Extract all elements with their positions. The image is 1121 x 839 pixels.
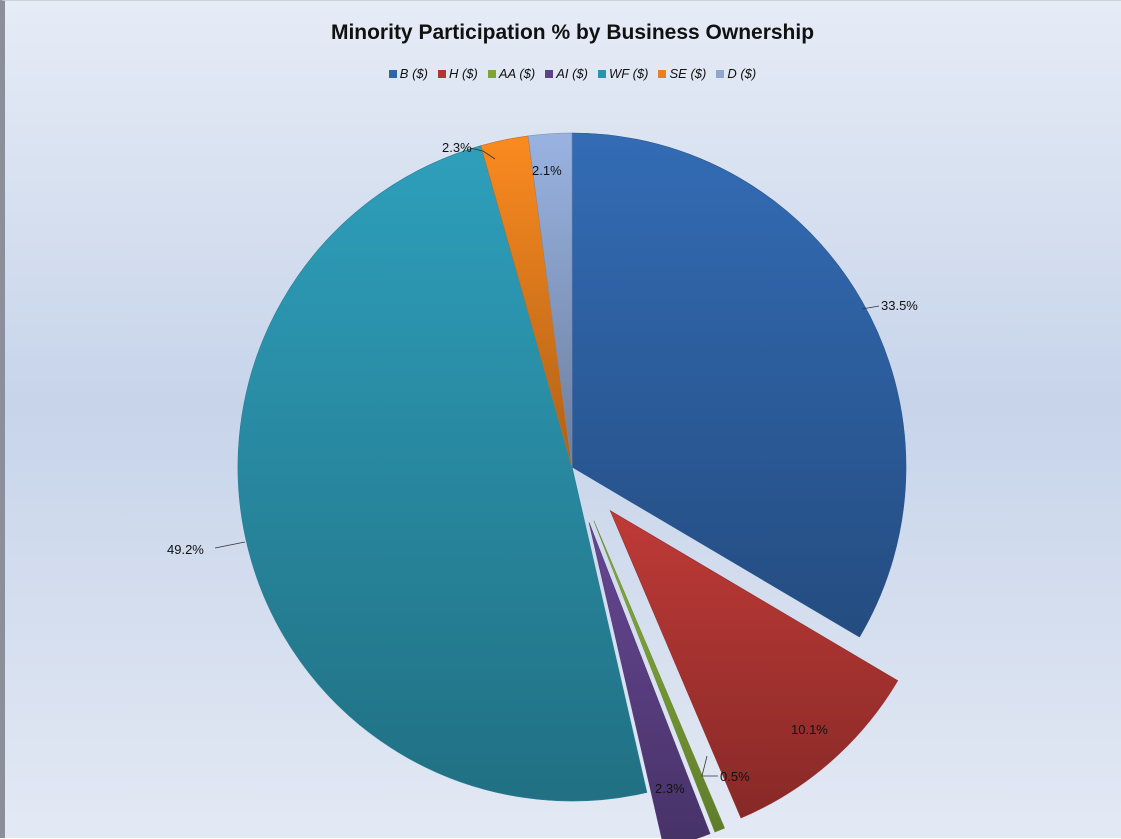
data-label: 2.3% [442, 140, 472, 155]
pie-slice [527, 132, 573, 468]
legend-item: H ($) [437, 66, 478, 81]
legend-swatch [658, 70, 667, 78]
legend-item: B ($) [388, 66, 428, 81]
legend-item: AI ($) [545, 66, 588, 81]
legend-swatch [388, 70, 397, 78]
pie-slice [237, 145, 648, 802]
legend-swatch [545, 70, 554, 78]
data-label: 2.1% [532, 163, 562, 178]
legend-label: WF ($) [609, 66, 649, 81]
legend-label: B ($) [399, 66, 428, 81]
data-label: 10.1% [791, 722, 828, 737]
legend-swatch [487, 70, 496, 78]
leader-line [469, 147, 496, 160]
leader-line [861, 305, 880, 310]
legend-swatch [437, 70, 446, 78]
legend-swatch [598, 70, 606, 78]
data-label: 2.3% [655, 781, 685, 796]
legend-label: H ($) [448, 66, 478, 81]
legend-label: D ($) [727, 66, 757, 81]
legend: B ($) H ($) AA ($) AI ($) WF ($) SE ($) D ($) [5, 66, 1121, 81]
pie-slice [571, 132, 907, 638]
legend-item: D ($) [716, 66, 756, 81]
data-label: 0.5% [720, 769, 750, 784]
leader-line [214, 541, 246, 549]
leader-line [701, 755, 718, 777]
legend-label: AA ($) [498, 66, 536, 81]
legend-swatch [716, 70, 725, 78]
pie-slice [609, 509, 899, 819]
legend-label: AI ($) [556, 66, 588, 81]
legend-item: AA ($) [487, 66, 536, 81]
chart-title: Minority Participation % by Business Own… [330, 21, 815, 44]
pie-slice [593, 520, 725, 833]
data-label: 49.2% [167, 542, 204, 557]
pie-chart: 33.5% 10.1% 0.5% 2.3% 49.2% 2.3% 2.1% [167, 132, 918, 839]
pie-slice [588, 522, 711, 839]
legend-item: SE ($) [658, 66, 706, 81]
data-label: 33.5% [881, 298, 918, 313]
legend-label: SE ($) [669, 66, 707, 81]
legend-item: WF ($) [598, 66, 648, 81]
